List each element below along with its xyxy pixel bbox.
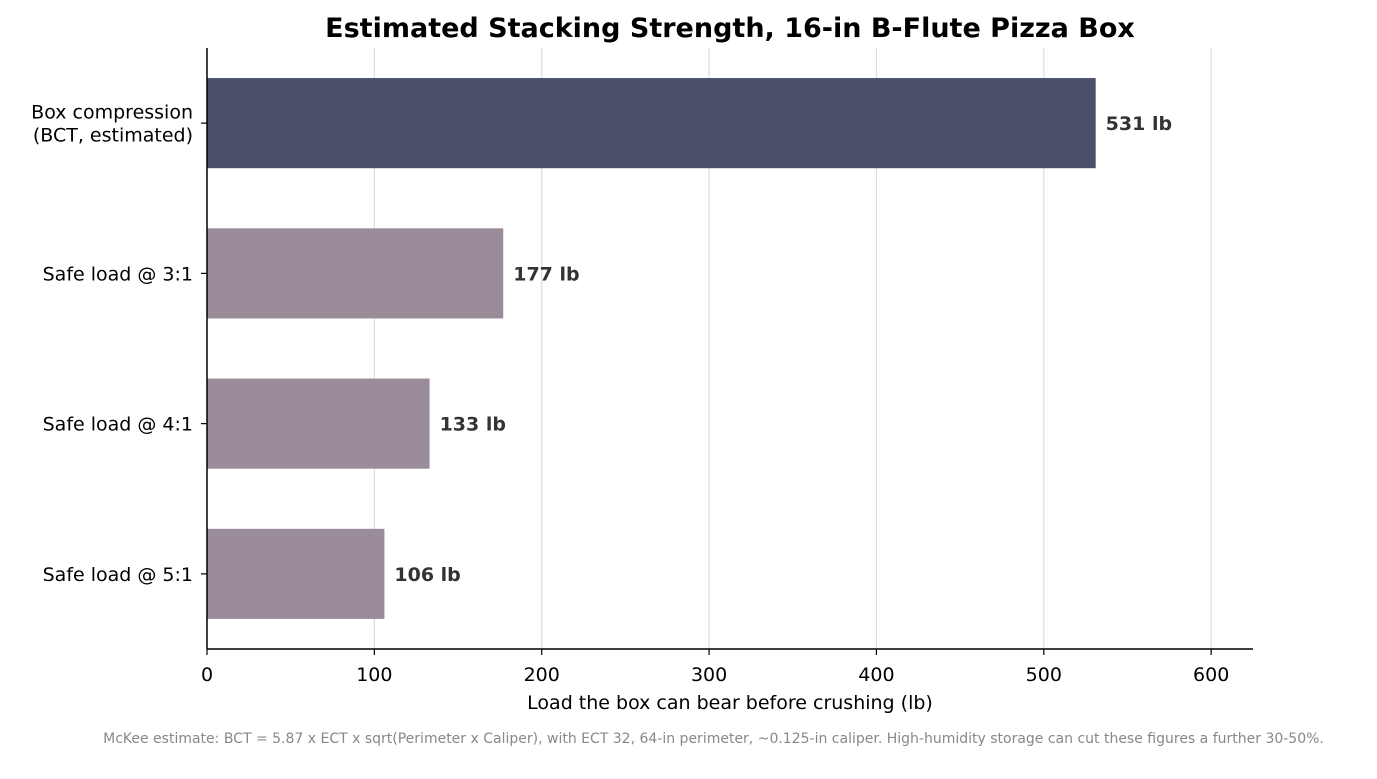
category-label-3: Safe load @ 5:1 bbox=[43, 564, 193, 586]
category-label-0-line-0: Box compression bbox=[31, 102, 193, 124]
bar-1 bbox=[207, 228, 504, 319]
data-label-2: 133 lb bbox=[440, 414, 506, 436]
x-tick-label-300: 300 bbox=[691, 664, 727, 686]
category-label-1: Safe load @ 3:1 bbox=[43, 263, 193, 285]
x-axis-title: Load the box can bear before crushing (l… bbox=[527, 692, 933, 714]
category-label-3-line-0: Safe load @ 5:1 bbox=[43, 564, 193, 586]
bar-2 bbox=[207, 378, 430, 469]
bar-3 bbox=[207, 528, 385, 619]
footnote: McKee estimate: BCT = 5.87 x ECT x sqrt(… bbox=[103, 731, 1324, 747]
x-tick-label-100: 100 bbox=[356, 664, 392, 686]
category-labels: Box compression (BCT, estimated) Safe load… bbox=[31, 102, 193, 586]
data-labels: 531 lb 177 lb 133 lb 106 lb bbox=[394, 113, 1172, 586]
bar-0 bbox=[207, 78, 1096, 169]
x-tick-label-200: 200 bbox=[524, 664, 560, 686]
chart-title: Estimated Stacking Strength, 16-in B-Flu… bbox=[325, 13, 1135, 44]
x-tick-label-600: 600 bbox=[1193, 664, 1229, 686]
bars bbox=[207, 78, 1096, 619]
data-label-0: 531 lb bbox=[1106, 113, 1172, 135]
category-label-0: Box compression (BCT, estimated) bbox=[31, 102, 193, 147]
data-label-1: 177 lb bbox=[513, 263, 579, 285]
x-tick-label-500: 500 bbox=[1026, 664, 1062, 686]
category-label-0-line-1: (BCT, estimated) bbox=[33, 125, 193, 147]
data-label-3: 106 lb bbox=[394, 564, 460, 586]
category-label-1-line-0: Safe load @ 3:1 bbox=[43, 263, 193, 285]
x-tick-label-0: 0 bbox=[201, 664, 213, 686]
axes bbox=[201, 48, 1253, 655]
x-tick-labels: 0 100 200 300 400 500 600 bbox=[201, 664, 1229, 686]
category-label-2: Safe load @ 4:1 bbox=[43, 414, 193, 436]
x-tick-label-400: 400 bbox=[858, 664, 894, 686]
category-label-2-line-0: Safe load @ 4:1 bbox=[43, 414, 193, 436]
